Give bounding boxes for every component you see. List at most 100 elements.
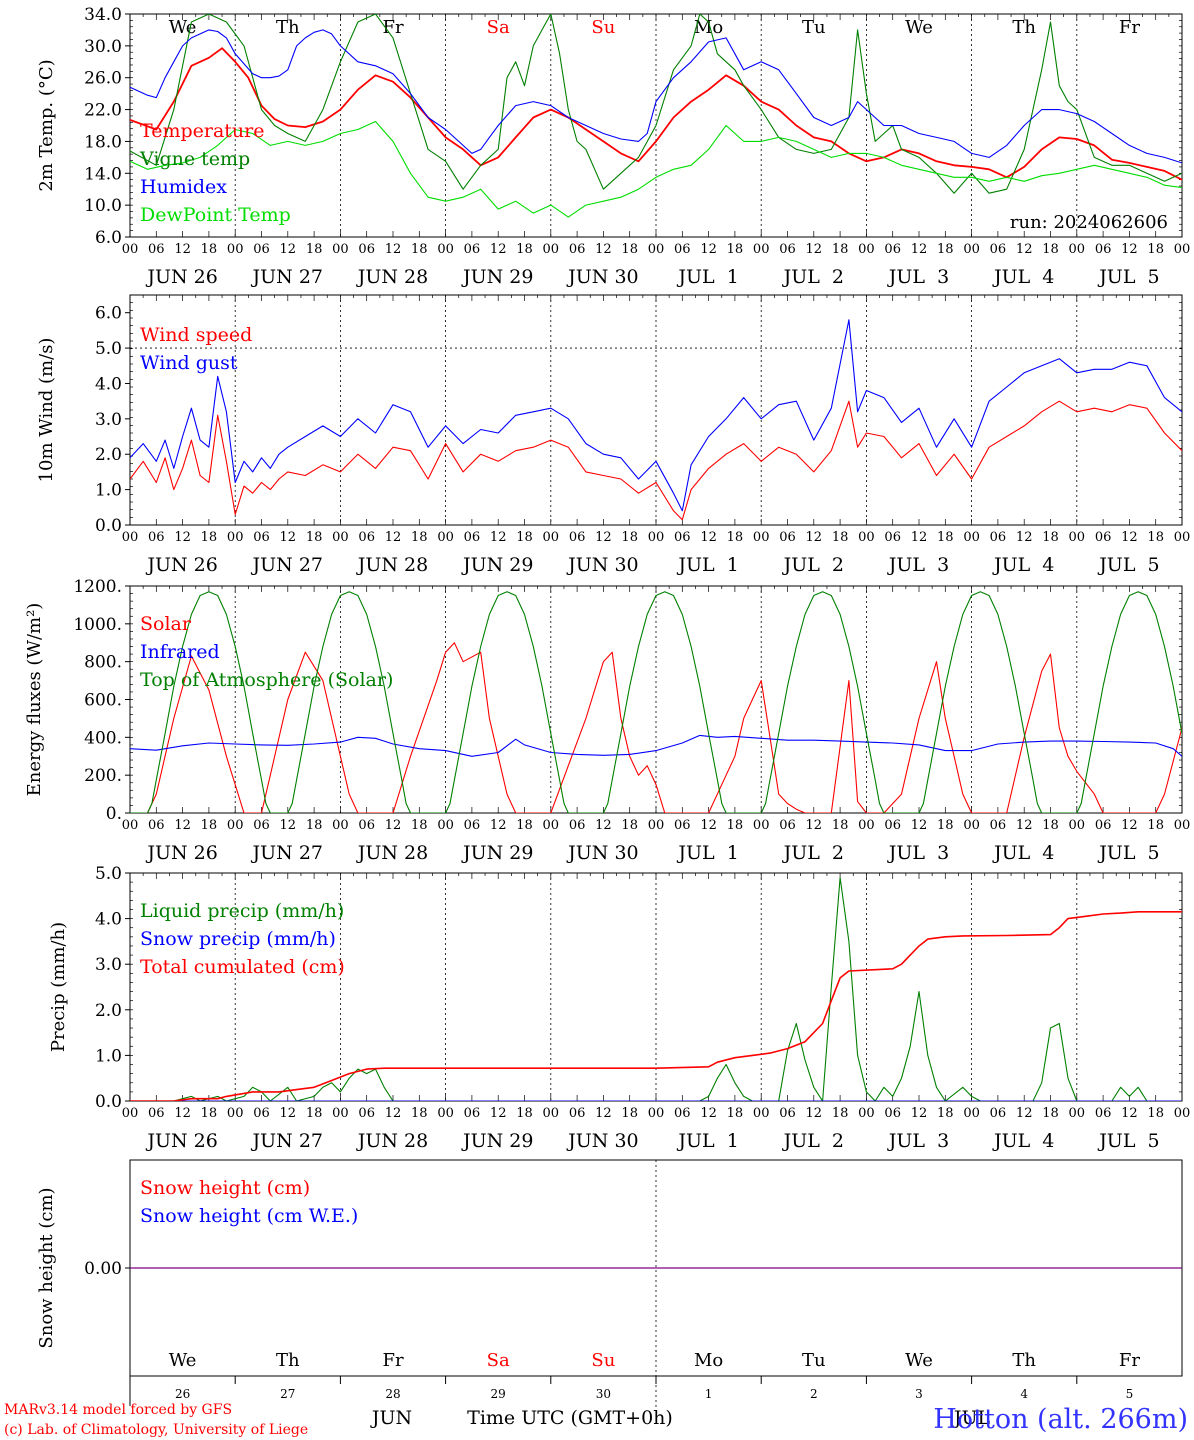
day-number-label: 26 xyxy=(175,1387,190,1401)
x-hour-label: 12 xyxy=(911,530,928,545)
x-hour-label: 06 xyxy=(569,818,586,833)
x-hour-label: 18 xyxy=(411,818,428,833)
series-line-dewpoint-temp xyxy=(130,120,1182,218)
y-tick-label: 18.0 xyxy=(84,132,122,152)
x-hour-label: 00 xyxy=(227,242,244,257)
series-line-top-of-atmosphere-solar- xyxy=(130,591,1182,813)
x-date-label: JUL 1 xyxy=(676,554,738,576)
x-hour-label: 06 xyxy=(148,1106,165,1121)
x-hour-label: 00 xyxy=(227,1106,244,1121)
legend-entry: Snow precip (mm/h) xyxy=(140,928,336,950)
x-hour-label: 00 xyxy=(1174,530,1191,545)
x-date-label: JUN 26 xyxy=(145,1130,217,1152)
series-line-vigne-temp xyxy=(130,14,1182,194)
station-label: Hotton (alt. 266m) xyxy=(933,1404,1188,1435)
x-hour-label: 06 xyxy=(464,818,481,833)
legend-entry: Total cumulated (cm) xyxy=(140,956,345,978)
y-tick-label: 0. xyxy=(106,804,122,824)
weekday-label: Tu xyxy=(802,1350,826,1371)
weekday-label: Th xyxy=(1012,1350,1036,1371)
x-date-label: JUN 27 xyxy=(251,266,323,288)
y-axis-label: 10m Wind (m/s) xyxy=(36,338,57,483)
x-hour-label: 06 xyxy=(779,818,796,833)
weekday-label: Sa xyxy=(487,1350,510,1371)
x-hour-label: 06 xyxy=(148,818,165,833)
series-line-wind-gust xyxy=(130,319,1182,512)
x-hour-label: 00 xyxy=(963,530,980,545)
x-date-label: JUN 29 xyxy=(461,266,533,288)
legend-entry: Temperature xyxy=(140,120,264,142)
y-axis-label: 2m Temp. (°C) xyxy=(36,59,57,191)
legend-entry: Liquid precip (mm/h) xyxy=(140,900,344,922)
x-hour-label: 00 xyxy=(858,530,875,545)
x-date-label: JUL 3 xyxy=(887,1130,949,1152)
x-hour-label: 12 xyxy=(1121,530,1138,545)
y-tick-label: 6.0 xyxy=(95,304,122,324)
x-hour-label: 18 xyxy=(306,818,323,833)
x-date-label: JUN 30 xyxy=(566,266,638,288)
x-hour-label: 18 xyxy=(306,242,323,257)
x-hour-label: 06 xyxy=(990,818,1007,833)
weekday-label: We xyxy=(169,17,197,38)
y-tick-label: 600. xyxy=(84,691,122,711)
legend-entry: Snow height (cm W.E.) xyxy=(140,1205,358,1227)
x-date-label: JUL 5 xyxy=(1097,1130,1159,1152)
y-tick-label: 0.0 xyxy=(95,516,122,536)
x-hour-label: 12 xyxy=(174,530,191,545)
y-tick-label: 5.0 xyxy=(95,864,122,884)
x-hour-label: 12 xyxy=(385,530,402,545)
x-hour-label: 06 xyxy=(358,1106,375,1121)
x-hour-label: 00 xyxy=(227,818,244,833)
x-hour-label: 12 xyxy=(806,1106,823,1121)
x-date-label: JUN 28 xyxy=(356,554,428,576)
x-hour-label: 00 xyxy=(753,818,770,833)
x-hour-label: 12 xyxy=(595,1106,612,1121)
legend-entry: Vigne temp xyxy=(139,148,250,170)
x-hour-label: 00 xyxy=(1069,818,1086,833)
weekday-label: Fr xyxy=(1119,1350,1140,1371)
x-hour-label: 06 xyxy=(148,530,165,545)
x-hour-label: 12 xyxy=(490,530,507,545)
x-hour-label: 00 xyxy=(1069,1106,1086,1121)
x-hour-label: 06 xyxy=(990,530,1007,545)
x-hour-label: 06 xyxy=(990,1106,1007,1121)
credit-line-1: MARv3.14 model forced by GFS xyxy=(4,1402,232,1418)
x-hour-label: 00 xyxy=(122,818,139,833)
x-date-label: JUL 5 xyxy=(1097,266,1159,288)
x-hour-label: 18 xyxy=(832,530,849,545)
x-hour-label: 18 xyxy=(832,242,849,257)
legend-entry: Top of Atmosphere (Solar) xyxy=(140,669,393,691)
y-tick-label: 34.0 xyxy=(84,5,122,25)
x-hour-label: 06 xyxy=(464,1106,481,1121)
x-hour-label: 12 xyxy=(806,242,823,257)
x-hour-label: 12 xyxy=(385,242,402,257)
x-hour-label: 12 xyxy=(911,242,928,257)
x-hour-label: 00 xyxy=(122,242,139,257)
x-hour-label: 06 xyxy=(358,818,375,833)
x-hour-label: 12 xyxy=(595,818,612,833)
y-tick-label: 22.0 xyxy=(84,101,122,121)
x-hour-label: 00 xyxy=(753,530,770,545)
y-tick-label: 6.0 xyxy=(95,228,122,248)
x-hour-label: 00 xyxy=(963,1106,980,1121)
x-hour-label: 06 xyxy=(464,530,481,545)
weekday-label: Fr xyxy=(382,17,403,38)
x-hour-label: 18 xyxy=(727,242,744,257)
x-hour-label: 00 xyxy=(437,818,454,833)
x-date-label: JUL 1 xyxy=(676,1130,738,1152)
x-hour-label: 18 xyxy=(516,242,533,257)
x-hour-label: 12 xyxy=(806,818,823,833)
x-hour-label: 06 xyxy=(884,530,901,545)
y-tick-label: 5.0 xyxy=(95,339,122,359)
x-hour-label: 18 xyxy=(937,1106,954,1121)
x-hour-label: 06 xyxy=(253,818,270,833)
x-date-label: JUL 2 xyxy=(782,266,844,288)
weekday-label: Su xyxy=(591,1350,615,1371)
x-date-label: JUL 1 xyxy=(676,842,738,864)
x-hour-label: 00 xyxy=(648,1106,665,1121)
x-hour-label: 18 xyxy=(621,818,638,833)
x-hour-label: 18 xyxy=(411,1106,428,1121)
x-hour-label: 18 xyxy=(727,1106,744,1121)
y-tick-label: 0.00 xyxy=(84,1259,122,1279)
x-hour-label: 18 xyxy=(937,242,954,257)
